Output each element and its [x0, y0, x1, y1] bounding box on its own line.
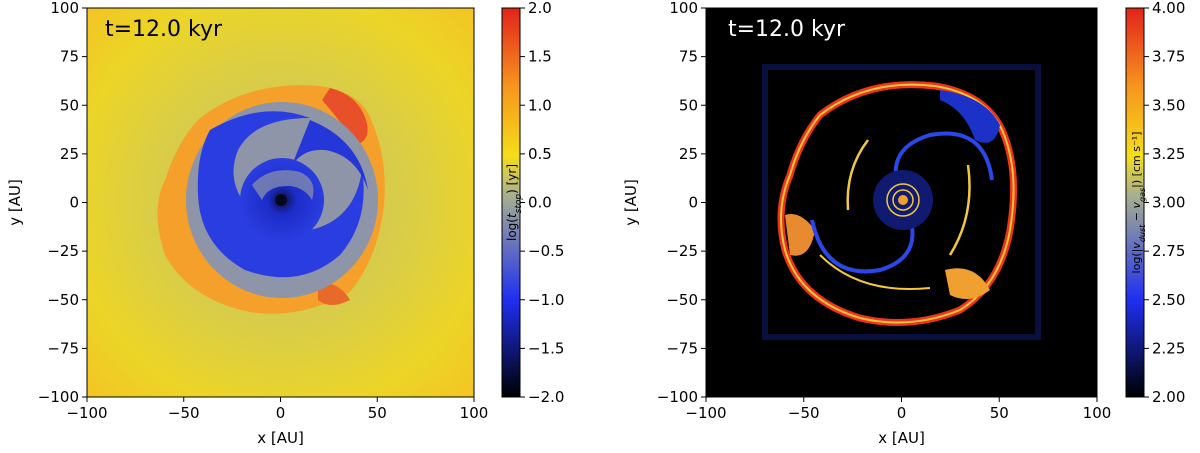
right-x-tick-label: 0 [897, 404, 907, 422]
right-spiral-arm-2 [810, 199, 915, 274]
right-outer-ring-inner [780, 83, 1015, 324]
left-colorbar-tick-label: 2.0 [528, 0, 552, 17]
left-blue-arm-2 [290, 120, 368, 190]
right-yellow-arc-3 [819, 254, 931, 291]
left-y-tick-label: 50 [60, 96, 79, 114]
left-colorbar-tick-label: 1.0 [528, 96, 552, 114]
right-core-ring-2 [892, 189, 914, 211]
right-x-tick-label: 100 [1083, 404, 1112, 422]
left-y-tick-label: 25 [60, 145, 79, 163]
left-y-axis-label: y [AU] [6, 179, 24, 226]
right-colorbar-tick-label: 2.00 [1152, 388, 1185, 406]
left-colorbar-label: log(tstop) [yr] [505, 164, 524, 241]
left-x-tick-label: −50 [168, 404, 200, 422]
left-colorbar-tick-label: 1.5 [528, 48, 552, 66]
right-heatmap [706, 8, 1097, 397]
left-y-tick-label: 0 [69, 194, 79, 212]
right-y-tick-label: 50 [679, 96, 698, 114]
right-y-tick-label: 0 [688, 194, 698, 212]
right-colorbar-tick-label: 3.75 [1152, 48, 1185, 66]
right-center [898, 195, 908, 205]
right-colorbar-tick-label: 4.00 [1152, 0, 1185, 17]
right-y-tick-label: −25 [666, 242, 698, 260]
right-colorbar-tick-label: 2.75 [1152, 242, 1185, 260]
right-x-axis: −100 −50 0 50 100 [685, 397, 1111, 422]
left-heatmap [87, 8, 474, 397]
right-y-tick-label: 25 [679, 145, 698, 163]
left-shell-red-patch-2 [318, 282, 350, 305]
left-colorbar-tick-label: −1.0 [528, 291, 564, 309]
left-colorbar-tick-label: −1.5 [528, 339, 564, 357]
left-panel: t=12.0 kyr −100 −50 0 50 100 −100 −75 −50 −25 0 2… [6, 0, 564, 447]
left-y-tick-label: 75 [60, 48, 79, 66]
right-colorbar-tick-label: 3.25 [1152, 145, 1185, 163]
left-y-tick-label: −25 [47, 242, 79, 260]
left-colorbar-tick-label: −0.5 [528, 242, 564, 260]
left-x-axis-label: x [AU] [257, 429, 304, 447]
left-x-tick-label: −100 [66, 404, 107, 422]
left-y-tick-label: 100 [50, 0, 79, 17]
left-x-axis: −100 −50 0 50 100 [66, 397, 488, 422]
left-colorbar-tick-label: 0.0 [528, 194, 552, 212]
right-y-tick-label: −75 [666, 339, 698, 357]
right-y-tick-label: 75 [679, 48, 698, 66]
right-y-tick-label: −100 [657, 388, 698, 406]
right-colorbar-ticks: 4.00 3.75 3.50 3.25 3.00 2.75 2.50 2.25 2.00 [1144, 0, 1185, 406]
right-time-label: t=12.0 kyr [728, 17, 846, 42]
left-x-tick-label: 50 [368, 404, 387, 422]
right-yellow-arc-2 [948, 164, 971, 256]
left-y-tick-label: −50 [47, 291, 79, 309]
left-y-tick-label: −100 [38, 388, 79, 406]
left-inner-arm [252, 170, 314, 200]
right-y-axis: −100 −75 −50 −25 0 25 50 75 100 [657, 0, 706, 406]
right-x-tick-label: −100 [685, 404, 726, 422]
right-colorbar-tick-label: 2.50 [1152, 291, 1185, 309]
left-colorbar-tick-label: −2.0 [528, 388, 564, 406]
right-panel: t=12.0 kyr −100 −50 0 50 100 −100 −75 −50 −25 0 2… [622, 0, 1185, 447]
right-y-tick-label: −50 [666, 291, 698, 309]
right-y-tick-label: 100 [669, 0, 698, 17]
right-colorbar-tick-label: 3.00 [1152, 194, 1185, 212]
right-colorbar-tick-label: 2.25 [1152, 339, 1185, 357]
left-x-tick-label: 100 [460, 404, 489, 422]
left-y-axis: −100 −75 −50 −25 0 25 50 75 100 [38, 0, 87, 406]
right-ring-orange-patch [945, 268, 990, 299]
left-time-label: t=12.0 kyr [105, 17, 223, 42]
right-x-tick-label: −50 [788, 404, 820, 422]
right-ring-orange-patch-2 [785, 214, 815, 256]
left-blue-arm [197, 111, 364, 278]
right-colorbar-label: log(|vdust − vgas|) [cm s⁻¹] [1130, 132, 1147, 274]
left-center [275, 194, 287, 206]
right-faint-square [762, 64, 1041, 340]
left-colorbar-ticks: 2.0 1.5 1.0 0.5 0.0 −0.5 −1.0 −1.5 −2.0 [520, 0, 564, 406]
right-ring-blue-patch [940, 90, 1000, 143]
left-shell-red-patch [322, 88, 368, 145]
left-colorbar-tick-label: 0.5 [528, 145, 552, 163]
left-x-tick-label: 0 [276, 404, 286, 422]
right-yellow-arc-1 [846, 139, 869, 211]
right-core-ring-1 [886, 183, 920, 217]
right-x-axis-label: x [AU] [878, 429, 925, 447]
right-x-tick-label: 50 [990, 404, 1009, 422]
right-colorbar-tick-label: 3.50 [1152, 96, 1185, 114]
right-y-axis-label: y [AU] [622, 179, 640, 226]
left-y-tick-label: −75 [47, 339, 79, 357]
